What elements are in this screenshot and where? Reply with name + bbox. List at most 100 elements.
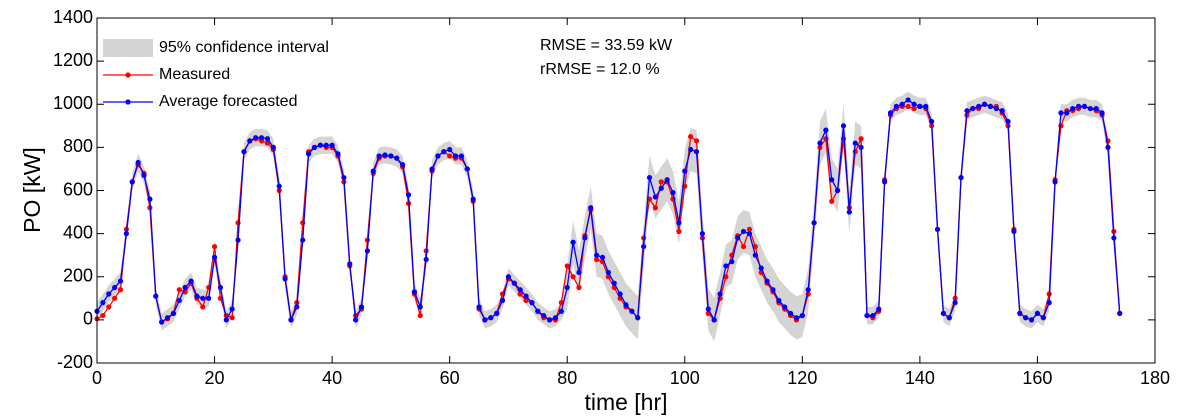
band-layer <box>97 91 1120 342</box>
data-point <box>282 276 288 282</box>
data-point <box>499 297 506 304</box>
data-point <box>558 308 564 314</box>
data-point <box>200 304 206 310</box>
data-point <box>1075 103 1082 110</box>
data-point <box>876 306 882 312</box>
data-point <box>106 291 112 297</box>
x-tick-label: 140 <box>905 368 935 388</box>
data-point <box>658 185 664 191</box>
data-point <box>1087 105 1093 112</box>
data-point <box>605 269 611 276</box>
data-point <box>253 135 259 141</box>
data-point <box>300 237 306 243</box>
data-point <box>623 302 629 308</box>
data-point <box>1028 317 1035 323</box>
data-point <box>993 105 999 112</box>
data-point <box>106 304 112 310</box>
data-point <box>329 142 335 148</box>
data-point <box>699 231 706 237</box>
data-point <box>858 144 864 150</box>
data-point <box>235 237 241 243</box>
y-tick-label: 200 <box>63 266 93 286</box>
data-point <box>952 300 958 306</box>
data-point <box>135 159 141 166</box>
data-point <box>388 153 394 159</box>
data-point <box>1034 310 1041 317</box>
data-point <box>829 177 835 183</box>
data-point <box>494 310 500 317</box>
data-point <box>159 319 165 325</box>
data-point <box>594 252 600 258</box>
legend-label: 95% confidence interval <box>159 39 329 56</box>
data-point <box>335 151 341 157</box>
data-point <box>382 152 388 158</box>
data-point <box>270 144 276 150</box>
data-point <box>882 179 888 185</box>
data-point <box>1005 118 1011 125</box>
data-point <box>1111 235 1117 241</box>
data-point <box>458 153 465 159</box>
data-point <box>364 248 370 254</box>
data-point <box>711 317 717 323</box>
data-point <box>423 256 429 263</box>
data-point <box>176 297 182 304</box>
data-point <box>940 310 947 317</box>
data-point <box>546 317 553 323</box>
data-point <box>740 243 747 250</box>
x-tick-label: 0 <box>92 368 102 388</box>
data-point <box>635 315 641 321</box>
data-point <box>417 304 423 310</box>
data-point <box>676 228 682 235</box>
data-point <box>211 243 218 250</box>
x-axis-label: time [hr] <box>584 389 667 415</box>
data-point <box>247 138 253 144</box>
data-point <box>552 315 559 321</box>
data-point <box>911 105 917 112</box>
data-point <box>141 172 147 179</box>
data-point <box>153 293 159 299</box>
data-point <box>112 284 118 291</box>
data-point <box>770 287 776 293</box>
data-point <box>746 231 753 237</box>
data-point <box>353 317 359 323</box>
data-point <box>746 226 753 232</box>
data-point <box>576 269 582 276</box>
data-point <box>764 278 770 284</box>
data-point <box>200 295 206 301</box>
data-point <box>688 133 694 140</box>
data-point <box>846 209 852 215</box>
data-point <box>464 166 470 172</box>
data-point <box>835 187 841 194</box>
data-point <box>411 289 417 295</box>
data-point <box>582 235 588 241</box>
data-point <box>717 291 723 297</box>
data-point <box>311 144 318 150</box>
data-point <box>182 284 188 291</box>
data-point <box>799 312 805 319</box>
data-point <box>870 312 876 319</box>
data-point <box>723 263 729 269</box>
data-point <box>229 315 235 321</box>
data-point <box>1081 103 1088 110</box>
annotation: rRMSE = 12.0 % <box>540 61 660 78</box>
x-tick-label: 100 <box>670 368 700 388</box>
data-point <box>123 231 129 237</box>
data-point <box>323 142 329 148</box>
data-point <box>934 226 941 232</box>
data-point <box>893 103 899 110</box>
data-point <box>211 254 218 260</box>
x-tick-label: 180 <box>1140 368 1170 388</box>
data-point <box>170 310 177 317</box>
data-point <box>676 220 682 226</box>
line-layer <box>94 97 1123 325</box>
data-point <box>958 174 964 181</box>
data-point <box>535 308 541 314</box>
data-point <box>117 287 124 293</box>
data-point <box>541 312 547 319</box>
data-point <box>629 308 635 314</box>
data-point <box>981 101 988 107</box>
data-point <box>693 138 700 144</box>
data-point <box>1064 110 1070 116</box>
data-point <box>147 196 153 202</box>
data-point <box>646 174 653 181</box>
